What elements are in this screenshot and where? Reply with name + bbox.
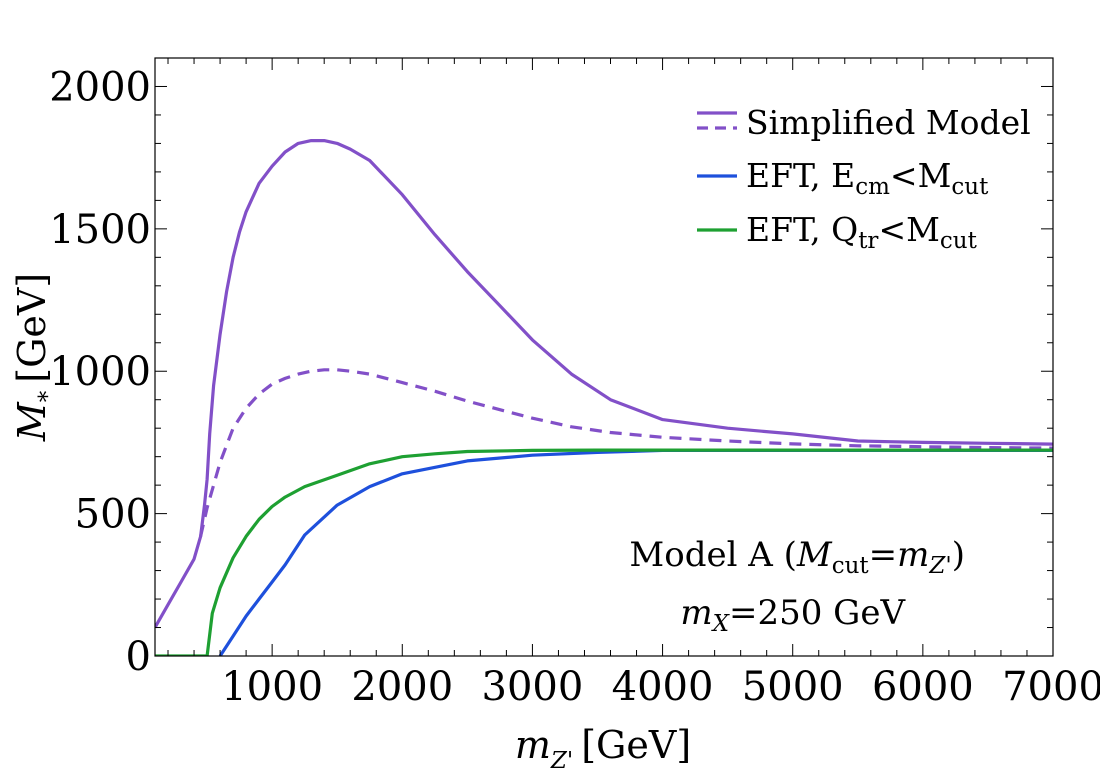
plot-frame [154, 57, 1054, 657]
y-tick-label: 2000 [49, 64, 151, 110]
y-axis-label: M*[GeV] [10, 273, 61, 442]
legend-label-simplified-model: Simplified Model [746, 103, 1031, 142]
series-line-3 [155, 448, 1053, 656]
annotation-model: Model A (Mcut=mZ') [629, 535, 965, 579]
y-tick-label: 1500 [49, 207, 151, 253]
legend-label-eft-qtr: EFT, Qtr<Mcut [746, 210, 978, 254]
annotation: Model A (Mcut=mZ') mX=250 GeV [629, 535, 965, 637]
legend: Simplified Model EFT, Ecm<Mcut EFT, Qtr<… [697, 103, 1031, 254]
y-tick-label: 0 [126, 634, 151, 680]
legend-item-eft-ecm: EFT, Ecm<Mcut [697, 156, 989, 200]
y-tick-label: 1000 [49, 349, 151, 395]
x-tick-label: 7000 [1002, 664, 1100, 710]
annotation-mass: mX=250 GeV [680, 593, 906, 637]
x-tick-label: 3000 [482, 664, 584, 710]
tick-labels: 1000 2000 3000 4000 5000 6000 7000 0 500 1000 1500… [49, 64, 1100, 710]
series-layer [155, 139, 1053, 656]
y-tick-label: 500 [75, 492, 151, 538]
x-tick-label: 1000 [221, 664, 323, 710]
x-tick-label: 6000 [872, 664, 974, 710]
series-line-0 [155, 139, 1053, 629]
series-line-1-dashed [199, 368, 1053, 537]
x-tick-label: 2000 [351, 664, 453, 710]
ticks-layer [155, 57, 1054, 657]
legend-item-eft-qtr: EFT, Qtr<Mcut [697, 210, 978, 254]
x-tick-label: 5000 [742, 664, 844, 710]
x-axis-label: mZ' [GeV] [515, 723, 691, 773]
legend-label-eft-ecm: EFT, Ecm<Mcut [746, 156, 989, 200]
x-tick-label: 4000 [612, 664, 714, 710]
legend-item-simplified-model: Simplified Model [697, 103, 1031, 142]
